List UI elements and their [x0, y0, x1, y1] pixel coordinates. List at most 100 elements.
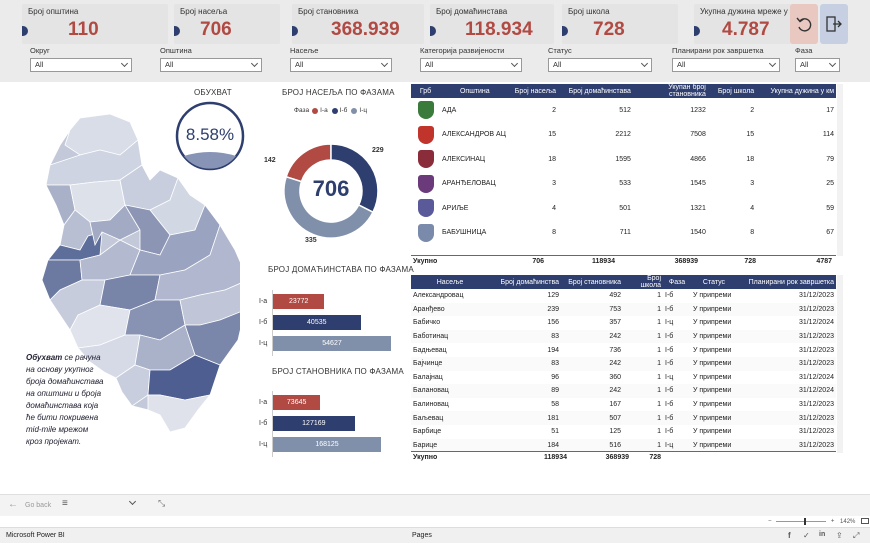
- households-count: 2212: [615, 131, 631, 139]
- filter-dropdown[interactable]: All: [30, 58, 132, 72]
- table-row[interactable]: Александровац 129 492 1 I-б У припреми 3…: [411, 289, 836, 303]
- bar[interactable]: 54627: [273, 336, 391, 351]
- legend-dot: [312, 107, 319, 114]
- bar-value-label: 23772: [288, 298, 309, 305]
- kpi-card: Број општина 110: [22, 4, 168, 44]
- status: У припреми: [693, 441, 732, 449]
- schools-count: 1: [657, 319, 661, 327]
- table-row[interactable]: Баљевац 181 507 1 I-б У припреми 31/12/2…: [411, 411, 836, 425]
- back-arrow-icon[interactable]: ←: [8, 499, 18, 510]
- filter-dropdown[interactable]: All: [420, 58, 522, 72]
- table-row[interactable]: Бадњевац 194 736 1 I-б У припреми 31/12/…: [411, 343, 836, 357]
- municipality-name: АЛЕКСАНДРОВ АЦ: [442, 131, 506, 139]
- settlements-column-header[interactable]: Број становника: [561, 275, 623, 289]
- municipalities-column-header[interactable]: Укупан број становника: [632, 84, 708, 98]
- donut-legend: Фаза I-а I-б I-ц: [294, 107, 367, 114]
- households-count: 512: [619, 106, 631, 114]
- bar[interactable]: 127169: [273, 416, 355, 431]
- fullscreen-icon[interactable]: ⤢: [853, 531, 860, 540]
- exit-button[interactable]: [820, 4, 848, 44]
- settlements-column-header[interactable]: Насеље: [411, 275, 489, 289]
- table-row[interactable]: АДА 2 512 1232 2 17: [411, 98, 836, 123]
- table-row[interactable]: АЛЕКСИНАЦ 18 1595 4866 18 79: [411, 147, 836, 172]
- settlements-column-header[interactable]: Број школа: [623, 275, 663, 289]
- bar[interactable]: 73645: [273, 395, 321, 410]
- deadline: 31/12/2023: [798, 305, 834, 313]
- municipality-name: АРИЉЕ: [442, 204, 469, 212]
- bookmark-menu-icon[interactable]: ≡: [62, 498, 68, 509]
- table-row[interactable]: Бајчинце 83 242 1 I-б У припреми 31/12/2…: [411, 356, 836, 371]
- settlements-scrollbar[interactable]: [837, 275, 843, 453]
- kpi-value: 728: [593, 19, 625, 40]
- table-row[interactable]: Барице 184 516 1 I-ц У припреми 31/12/20…: [411, 438, 836, 453]
- reset-button[interactable]: [790, 4, 818, 44]
- bar[interactable]: 168125: [273, 437, 381, 452]
- share-icon[interactable]: ⇪: [836, 531, 843, 540]
- settlements-column-header[interactable]: Планирани рок завршетка: [737, 275, 836, 289]
- linkedin-icon[interactable]: in: [819, 531, 826, 538]
- table-row[interactable]: БАБУШНИЦА 8 711 1540 8 67: [411, 221, 836, 246]
- settlements-column-header[interactable]: Фаза: [663, 275, 691, 289]
- settlements-column-header[interactable]: Број домаћинства: [489, 275, 561, 289]
- table-row[interactable]: Баботинац 83 242 1 I-б У припреми 31/12/…: [411, 329, 836, 344]
- table-row[interactable]: Балановац 89 242 1 I-б У припреми 31/12/…: [411, 384, 836, 398]
- coat-of-arms-icon: [417, 174, 434, 193]
- municipalities-column-header[interactable]: Број домаћинстава: [558, 84, 633, 98]
- fit-page-icon[interactable]: [861, 518, 870, 524]
- zoom-in-icon[interactable]: +: [830, 518, 835, 525]
- municipalities-column-header[interactable]: Број школа: [707, 84, 757, 98]
- settlements-total-row: Укупно 118934 368939 728: [411, 451, 836, 464]
- zoom-out-icon[interactable]: −: [768, 518, 772, 525]
- legend-dot: [351, 107, 358, 114]
- settlements-count: 3: [552, 180, 556, 188]
- deadline: 31/12/2023: [798, 401, 834, 409]
- settlement-name: Балиновац: [413, 401, 449, 409]
- kpi-value: 118.934: [465, 19, 533, 40]
- table-row[interactable]: Балајнац 96 360 1 I-ц У припреми 31/12/2…: [411, 371, 836, 385]
- table-row[interactable]: АРИЉЕ 4 501 1321 4 59: [411, 196, 836, 221]
- kpi-label: Број општина: [28, 7, 79, 16]
- filter-dropdown[interactable]: All: [548, 58, 652, 72]
- filter-dropdown[interactable]: All: [290, 58, 392, 72]
- facebook-icon[interactable]: f: [788, 531, 791, 540]
- status: У припреми: [693, 414, 732, 422]
- donut-slice[interactable]: [283, 175, 374, 239]
- municipalities-column-header[interactable]: Грб: [411, 84, 440, 98]
- filter-dropdown[interactable]: All: [672, 58, 780, 72]
- bar[interactable]: 40535: [273, 315, 361, 330]
- bar[interactable]: 23772: [273, 294, 325, 309]
- zoom-slider[interactable]: [776, 517, 827, 525]
- table-row[interactable]: Аранђево 239 753 1 I-б У припреми 31/12/…: [411, 302, 836, 317]
- filter-label: Планирани рок завршетка: [672, 46, 764, 55]
- municipalities-column-header[interactable]: Укупна дужина у км: [756, 84, 836, 98]
- municipalities-column-header[interactable]: Општина: [440, 84, 510, 98]
- twitter-icon[interactable]: ✓: [803, 531, 810, 540]
- table-row[interactable]: АРАНЂЕЛОВАЦ 3 533 1545 3 25: [411, 172, 836, 197]
- collapse-icon[interactable]: ⤡: [158, 498, 166, 508]
- table-row[interactable]: Балиновац 58 167 1 I-б У припреми 31/12/…: [411, 398, 836, 412]
- population-count: 242: [609, 387, 621, 395]
- settlements-column-header[interactable]: Статус: [691, 275, 737, 289]
- filter-dropdown[interactable]: All: [795, 58, 840, 72]
- table-row[interactable]: АЛЕКСАНДРОВ АЦ 15 2212 7508 15 114: [411, 123, 836, 148]
- deadline: 31/12/2023: [798, 292, 834, 300]
- municipalities-scrollbar[interactable]: [837, 84, 843, 256]
- status: У припреми: [693, 373, 732, 381]
- filter-dropdown[interactable]: All: [160, 58, 262, 72]
- filter-label: Категорија развијености: [420, 46, 505, 55]
- municipalities-column-header[interactable]: Број насеља: [509, 84, 558, 98]
- zoom-control[interactable]: − + 142%: [768, 517, 870, 525]
- settlements-total-schools: 728: [649, 454, 661, 461]
- table-row[interactable]: Барбице 51 125 1 I-б У припреми 31/12/20…: [411, 425, 836, 439]
- population-count: 507: [609, 414, 621, 422]
- filter-label: Статус: [548, 46, 572, 55]
- table-row[interactable]: Бабичко 156 357 1 I-ц У припреми 31/12/2…: [411, 316, 836, 330]
- settlement-name: Барице: [413, 441, 438, 449]
- kpi-value: 706: [200, 19, 232, 40]
- go-back-button[interactable]: Go back: [25, 502, 52, 509]
- network-length: 17: [826, 106, 834, 114]
- pages-button[interactable]: Pages: [412, 532, 432, 539]
- bookmark-chevron-icon[interactable]: [128, 497, 137, 506]
- settlements-total-households: 118934: [544, 454, 567, 461]
- settlement-name: Барбице: [413, 428, 442, 436]
